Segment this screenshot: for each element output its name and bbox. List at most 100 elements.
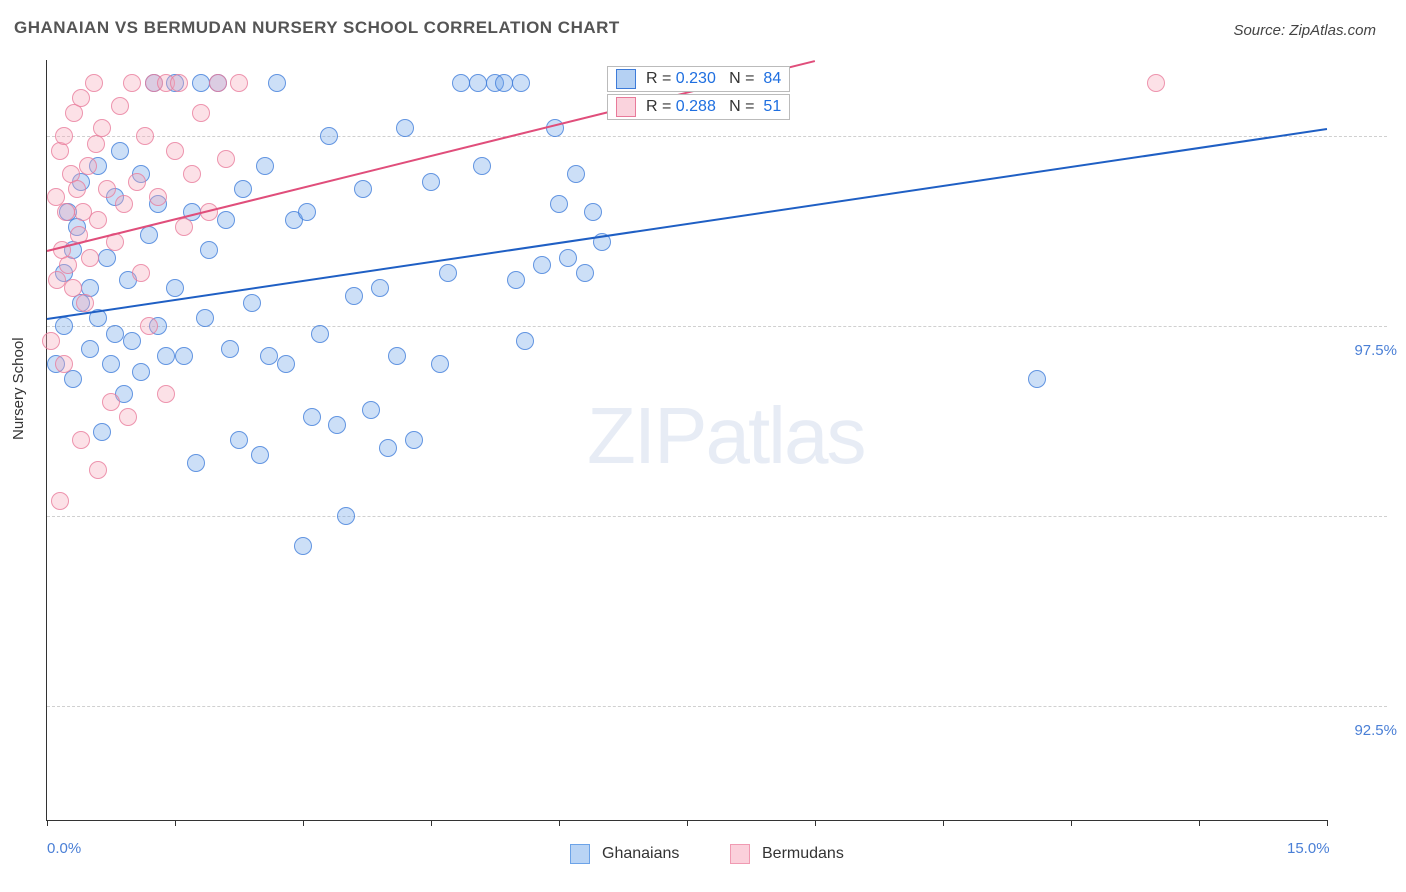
x-tick [47,820,48,826]
legend-bermudans: Bermudans [730,844,844,864]
scatter-point [388,347,406,365]
scatter-point [42,332,60,350]
scatter-point [123,74,141,92]
y-tick-label: 92.5% [1337,722,1397,739]
scatter-point [230,431,248,449]
scatter-point [345,287,363,305]
scatter-point [89,461,107,479]
scatter-point [76,294,94,312]
scatter-point [157,385,175,403]
scatter-point [166,279,184,297]
scatter-point [175,347,193,365]
x-tick [687,820,688,826]
scatter-point [559,249,577,267]
scatter-point [230,74,248,92]
gridline [47,706,1387,707]
x-tick-label: 15.0% [1287,840,1330,857]
scatter-point [405,431,423,449]
scatter-point [303,408,321,426]
scatter-point [93,119,111,137]
scatter-point [81,249,99,267]
scatter-point [123,332,141,350]
scatter-point [452,74,470,92]
scatter-point [1028,370,1046,388]
scatter-point [106,325,124,343]
scatter-point [243,294,261,312]
scatter-point [89,211,107,229]
scatter-point [328,416,346,434]
plot-area: ZIPatlas 92.5%97.5%0.0%15.0%R = 0.230 N … [46,60,1327,821]
scatter-point [111,97,129,115]
scatter-point [132,363,150,381]
scatter-point [277,355,295,373]
swatch-ghanaians [570,844,590,864]
scatter-point [234,180,252,198]
scatter-point [166,142,184,160]
scatter-point [57,203,75,221]
scatter-point [187,454,205,472]
gridline [47,136,1387,137]
scatter-point [217,150,235,168]
scatter-point [584,203,602,221]
scatter-point [268,74,286,92]
scatter-point [567,165,585,183]
scatter-point [72,89,90,107]
scatter-point [439,264,457,282]
chart-container: GHANAIAN VS BERMUDAN NURSERY SCHOOL CORR… [0,0,1406,892]
legend-label-ghanaians: Ghanaians [602,845,679,863]
scatter-point [200,241,218,259]
x-tick [1071,820,1072,826]
scatter-point [422,173,440,191]
x-tick [1327,820,1328,826]
scatter-point [469,74,487,92]
scatter-point [51,492,69,510]
x-tick [943,820,944,826]
scatter-point [93,423,111,441]
scatter-point [217,211,235,229]
gridline [47,516,1387,517]
y-axis-label: Nursery School [10,337,27,440]
scatter-point [98,249,116,267]
trend-line [47,128,1327,320]
scatter-point [170,74,188,92]
scatter-point [320,127,338,145]
scatter-point [136,127,154,145]
scatter-point [512,74,530,92]
x-tick [815,820,816,826]
x-tick [175,820,176,826]
scatter-point [396,119,414,137]
scatter-point [157,347,175,365]
scatter-point [473,157,491,175]
scatter-point [251,446,269,464]
x-tick-label: 0.0% [47,840,81,857]
scatter-point [507,271,525,289]
gridline [47,326,1387,327]
stat-text: R = 0.230 N = 84 [646,70,781,88]
scatter-point [102,355,120,373]
scatter-point [128,173,146,191]
scatter-point [576,264,594,282]
x-tick [431,820,432,826]
scatter-point [119,408,137,426]
scatter-point [192,74,210,92]
scatter-point [85,74,103,92]
scatter-point [362,401,380,419]
scatter-point [175,218,193,236]
scatter-point [495,74,513,92]
scatter-point [294,537,312,555]
chart-title: GHANAIAN VS BERMUDAN NURSERY SCHOOL CORR… [14,18,620,38]
source-attribution: Source: ZipAtlas.com [1233,22,1376,39]
legend-label-bermudans: Bermudans [762,845,844,863]
scatter-point [337,507,355,525]
stat-text: R = 0.288 N = 51 [646,98,781,116]
scatter-point [64,370,82,388]
scatter-point [298,203,316,221]
scatter-point [550,195,568,213]
stat-box: R = 0.230 N = 84 [607,66,790,92]
scatter-point [431,355,449,373]
scatter-point [379,439,397,457]
y-tick-label: 97.5% [1337,342,1397,359]
scatter-point [221,340,239,358]
scatter-point [196,309,214,327]
stat-box: R = 0.288 N = 51 [607,94,790,120]
